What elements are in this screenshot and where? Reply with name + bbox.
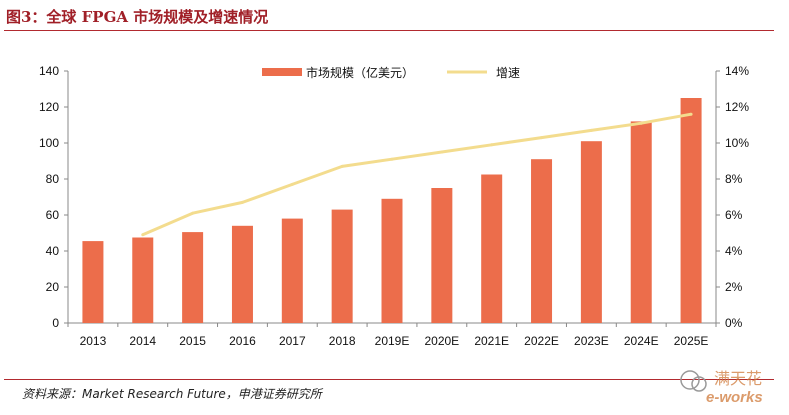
y-left-tick-label: 80 [46, 172, 60, 186]
y-right-tick-label: 0% [725, 316, 743, 330]
x-tick-label: 2024E [624, 334, 659, 348]
e-works-watermark: 满天花 e-works [680, 369, 763, 406]
bar [132, 237, 154, 323]
x-tick-label: 2025E [674, 334, 709, 348]
y-left-tick-label: 0 [52, 316, 59, 330]
bars-group [82, 98, 702, 324]
top-rule [4, 30, 774, 31]
x-tick-label: 2020E [424, 334, 459, 348]
watermark-text-bottom: e-works [706, 389, 763, 406]
y-left-tick-label: 60 [46, 208, 60, 222]
y-right-tick-label: 14% [725, 64, 749, 78]
growth-point [240, 200, 244, 204]
y-right-tick-label: 6% [725, 208, 743, 222]
y-right-tick-label: 8% [725, 172, 743, 186]
growth-point [639, 121, 643, 125]
x-tick-label: 2023E [574, 334, 609, 348]
line-group [141, 112, 693, 237]
labels-group: 0 20 40 60 80 100 120 140 0% 2% 4% 6% 8% 10% 12% 14% 201… [39, 64, 749, 348]
x-tick-label: 2019E [375, 334, 410, 348]
x-tick-label: 2018 [329, 334, 356, 348]
bar [82, 241, 104, 323]
figure-title: 图3：全球 FPGA 市场规模及增速情况 [6, 8, 269, 26]
y-left-tick-label: 20 [46, 280, 60, 294]
y-left-tick-label: 140 [39, 64, 59, 78]
bottom-rule [4, 379, 774, 380]
bar [381, 198, 403, 323]
y-left-tick-label: 40 [46, 244, 60, 258]
x-tick-label: 2016 [229, 334, 256, 348]
y-right-tick-label: 4% [725, 244, 743, 258]
bar [182, 232, 204, 323]
growth-point [490, 143, 494, 147]
legend-bar-swatch [262, 68, 302, 76]
y-right-tick-label: 10% [725, 136, 749, 150]
legend: 市场规模（亿美元） 增速 [262, 65, 520, 80]
bar [680, 98, 702, 323]
bar [630, 121, 652, 324]
chart: 0 20 40 60 80 100 120 140 0% 2% 4% 6% 8% 10% 12% 14% 201… [39, 64, 749, 348]
x-tick-label: 2021E [474, 334, 509, 348]
wechat-icon-bubble [691, 376, 707, 392]
growth-point [340, 164, 344, 168]
growth-point [689, 112, 693, 116]
x-tick-label: 2017 [279, 334, 306, 348]
y-right-tick-label: 2% [725, 280, 743, 294]
bar [580, 141, 602, 323]
watermark-text-top: 满天花 [714, 369, 762, 388]
bar [431, 188, 453, 323]
x-tick-label: 2022E [524, 334, 559, 348]
growth-point [141, 233, 145, 237]
x-tick-label: 2013 [80, 334, 107, 348]
bar [531, 159, 553, 323]
bar [481, 174, 503, 323]
growth-point [540, 136, 544, 140]
y-right-tick-label: 12% [725, 100, 749, 114]
y-left-tick-label: 120 [39, 100, 59, 114]
legend-line-label: 增速 [496, 66, 520, 80]
wechat-icon [680, 370, 700, 390]
bar [331, 209, 353, 323]
bar [231, 225, 253, 323]
legend-bar-label: 市场规模（亿美元） [306, 65, 414, 80]
growth-line [142, 112, 692, 237]
x-tick-label: 2015 [179, 334, 206, 348]
growth-point [390, 157, 394, 161]
source-note: 资料来源：Market Research Future，申港证券研究所 [22, 387, 322, 401]
growth-point [290, 182, 294, 186]
growth-point [191, 211, 195, 215]
y-left-tick-label: 100 [39, 136, 59, 150]
bar [281, 218, 303, 323]
growth-point [440, 150, 444, 154]
growth-point [589, 128, 593, 132]
x-tick-label: 2014 [129, 334, 156, 348]
